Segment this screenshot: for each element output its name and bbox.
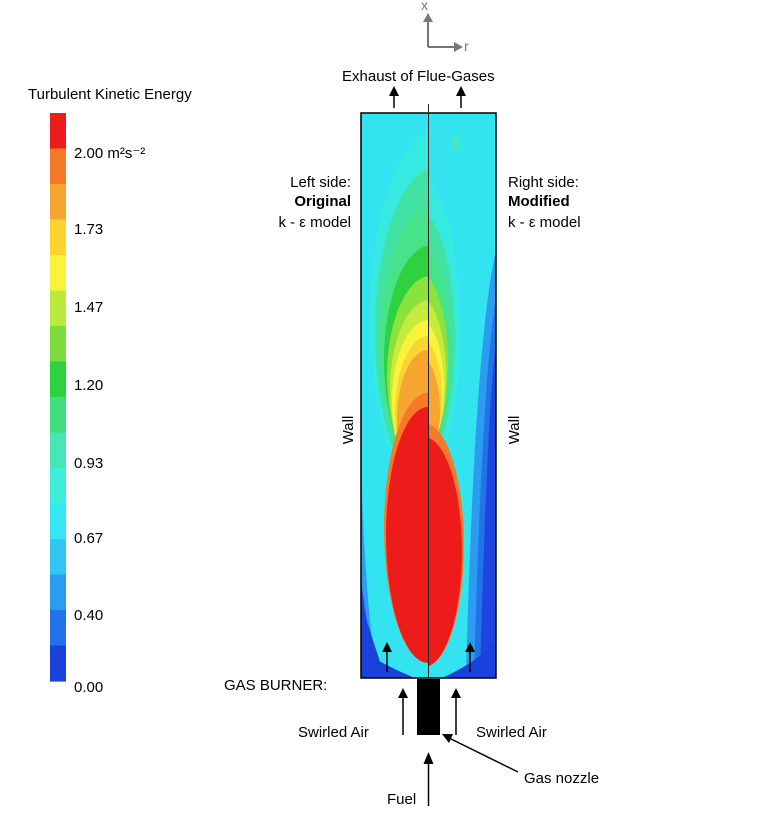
colorbar-band: [50, 539, 66, 576]
swirled-air-arrow-left: [398, 688, 408, 735]
colorbar-label-0-67: 0.67: [74, 530, 103, 547]
left-model-type: k - ε model: [278, 214, 351, 231]
colorbar-band: [50, 574, 66, 611]
right-side-label: Right side:: [508, 174, 579, 191]
colorbar-band: [50, 432, 66, 469]
furnace-contour: [360, 104, 497, 679]
colorbar-label-1-47: 1.47: [74, 299, 103, 316]
inner-air-arrow-right: [465, 642, 475, 672]
colorbar-band: [50, 184, 66, 221]
colorbar-band: [50, 503, 66, 540]
colorbar-band: [50, 326, 66, 363]
colorbar-band: [50, 468, 66, 505]
colorbar-band: [50, 397, 66, 434]
colorbar-label-0-00: 0.00: [74, 679, 103, 696]
right-model-name: Modified: [508, 193, 570, 210]
right-half-contours: [428, 135, 496, 678]
colorbar-band: [50, 255, 66, 292]
left-model-name: Original: [294, 193, 351, 210]
colorbar-band: [50, 219, 66, 256]
left-half-contours: [361, 130, 429, 678]
colorbar-band: [50, 113, 66, 150]
colorbar-band: [50, 610, 66, 647]
exhaust-arrow-right: [456, 86, 466, 108]
right-model-type: k - ε model: [508, 214, 581, 231]
swirled-air-right-label: Swirled Air: [476, 724, 547, 741]
inner-air-arrow-left: [382, 642, 392, 672]
colorbar-label-0-93: 0.93: [74, 455, 103, 472]
colorbar-band: [50, 290, 66, 327]
colorbar-band: [50, 148, 66, 185]
wall-label-right: Wall: [506, 416, 523, 445]
colorbar-band: [50, 645, 66, 682]
gas-nozzle-label: Gas nozzle: [524, 770, 599, 787]
wall-label-left: Wall: [340, 416, 357, 445]
swirled-air-left-label: Swirled Air: [298, 724, 369, 741]
gas-nozzle-pointer: [442, 734, 519, 773]
colorbar-band: [50, 361, 66, 398]
axes-indicator: x r: [421, 0, 469, 54]
exhaust-label: Exhaust of Flue-Gases: [342, 68, 495, 85]
gas-nozzle-block: [417, 679, 440, 735]
colorbar-title: Turbulent Kinetic Energy: [28, 86, 192, 103]
r-axis-label: r: [464, 38, 469, 54]
colorbar-label-2-00: 2.00 m²s⁻²: [74, 145, 145, 162]
colorbar-label-1-73: 1.73: [74, 221, 103, 238]
fuel-arrow: [423, 752, 434, 806]
gas-burner-label: GAS BURNER:: [224, 677, 327, 694]
colorbar-label-0-40: 0.40: [74, 607, 103, 624]
colorbar-label-1-20: 1.20: [74, 377, 103, 394]
left-side-label: Left side:: [290, 174, 351, 191]
exhaust-arrow-left: [389, 86, 399, 108]
fuel-label: Fuel: [387, 791, 416, 808]
x-axis-label: x: [421, 0, 428, 13]
colorbar: [50, 113, 66, 682]
swirled-air-arrow-right: [451, 688, 461, 735]
